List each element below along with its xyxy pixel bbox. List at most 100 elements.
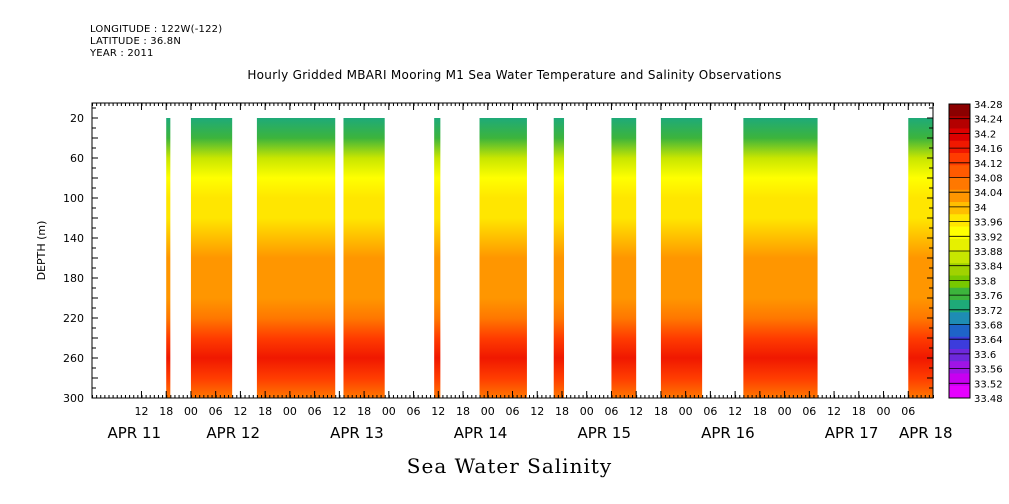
colorbar-label: 33.56 bbox=[974, 365, 1003, 376]
x-tick-label: 06 bbox=[703, 405, 717, 418]
y-tick-label: 20 bbox=[70, 112, 84, 125]
colorbar-label: 34.04 bbox=[974, 188, 1003, 199]
colorbar-swatch bbox=[949, 361, 970, 374]
longitude-label: LONGITUDE : 122W(-122) bbox=[90, 24, 223, 35]
x-tick-label: 00 bbox=[184, 405, 198, 418]
colorbar-label: 33.96 bbox=[974, 218, 1003, 229]
colorbar-swatch bbox=[949, 385, 970, 399]
date-label: APR 15 bbox=[577, 424, 631, 442]
colorbar-swatch bbox=[949, 116, 970, 129]
colorbar-swatch bbox=[949, 349, 970, 362]
metadata-block: LONGITUDE : 122W(-122) LATITUDE : 36.8N … bbox=[90, 24, 222, 60]
x-tick-label: 00 bbox=[877, 405, 891, 418]
colorbar-label: 34.08 bbox=[974, 174, 1003, 185]
colorbar-swatch bbox=[949, 104, 970, 117]
date-label: APR 18 bbox=[899, 424, 953, 442]
x-tick-label: 12 bbox=[728, 405, 742, 418]
x-tick-label: 06 bbox=[901, 405, 915, 418]
observation-segment bbox=[743, 118, 818, 398]
x-tick-label: 06 bbox=[308, 405, 322, 418]
y-tick-label: 60 bbox=[70, 152, 84, 165]
year-label: YEAR : 2011 bbox=[90, 48, 154, 59]
colorbar-label: 34.2 bbox=[974, 129, 996, 140]
x-tick-label: 00 bbox=[382, 405, 396, 418]
y-axis-label: DEPTH (m) bbox=[35, 221, 48, 281]
x-tick-label: 12 bbox=[332, 405, 346, 418]
colorbar-label: 34.12 bbox=[974, 159, 1003, 170]
x-tick-label: 12 bbox=[530, 405, 544, 418]
colorbar-label: 34.16 bbox=[974, 144, 1003, 155]
observation-segment bbox=[166, 118, 171, 398]
colorbar-swatch bbox=[949, 287, 970, 301]
observation-segment bbox=[343, 118, 385, 398]
observation-segment bbox=[434, 118, 441, 398]
colorbar-label: 34 bbox=[974, 203, 987, 214]
variable-name: Sea Water Salinity bbox=[406, 454, 613, 478]
x-tick-label: 12 bbox=[233, 405, 247, 418]
colorbar-swatch bbox=[949, 238, 970, 252]
colorbar-label: 34.28 bbox=[974, 100, 1003, 111]
x-tick-label: 18 bbox=[258, 405, 272, 418]
x-tick-label: 06 bbox=[209, 405, 223, 418]
y-tick-label: 140 bbox=[63, 232, 84, 245]
x-tick-label: 06 bbox=[604, 405, 618, 418]
colorbar-swatch bbox=[949, 128, 970, 142]
colorbar-label: 33.92 bbox=[974, 232, 1003, 243]
colorbar-label: 33.8 bbox=[974, 276, 996, 287]
colorbar-swatch bbox=[949, 373, 970, 387]
x-tick-label: 06 bbox=[407, 405, 421, 418]
y-tick-label: 220 bbox=[63, 312, 84, 325]
colorbar-label: 33.84 bbox=[974, 262, 1003, 273]
x-tick-label: 18 bbox=[159, 405, 173, 418]
colorbar-swatch bbox=[949, 177, 970, 191]
observation-segment bbox=[553, 118, 565, 398]
observation-segment bbox=[660, 118, 703, 398]
observation-segment bbox=[611, 118, 637, 398]
x-tick-label: 00 bbox=[580, 405, 594, 418]
date-label: APR 17 bbox=[825, 424, 879, 442]
x-tick-label: 12 bbox=[431, 405, 445, 418]
colorbar-swatch bbox=[949, 275, 970, 289]
colorbar-swatch bbox=[949, 189, 970, 203]
colorbar-label: 33.48 bbox=[974, 394, 1003, 405]
colorbar-swatch bbox=[949, 140, 970, 154]
x-tick-label: 12 bbox=[827, 405, 841, 418]
x-tick-label: 06 bbox=[506, 405, 520, 418]
y-tick-label: 100 bbox=[63, 192, 84, 205]
latitude-label: LATITUDE : 36.8N bbox=[90, 36, 182, 47]
colorbar-swatch bbox=[949, 312, 970, 325]
colorbar-label: 33.6 bbox=[974, 350, 996, 361]
y-tick-label: 300 bbox=[63, 392, 84, 405]
date-label: APR 11 bbox=[107, 424, 161, 442]
colorbar-label: 33.52 bbox=[974, 379, 1003, 390]
colorbar-swatch bbox=[949, 226, 970, 240]
colorbar-swatch bbox=[949, 263, 970, 276]
colorbar-swatch bbox=[949, 153, 970, 166]
x-tick-label: 12 bbox=[629, 405, 643, 418]
colorbar-label: 34.24 bbox=[974, 115, 1003, 126]
x-tick-label: 00 bbox=[481, 405, 495, 418]
colorbar-swatch bbox=[949, 202, 970, 215]
y-tick-label: 180 bbox=[63, 272, 84, 285]
colorbar-swatch bbox=[949, 336, 970, 350]
x-tick-label: 12 bbox=[134, 405, 148, 418]
observation-segment bbox=[479, 118, 527, 398]
y-tick-label: 260 bbox=[63, 352, 84, 365]
x-tick-label: 00 bbox=[679, 405, 693, 418]
colorbar-label: 33.72 bbox=[974, 306, 1003, 317]
x-tick-label: 18 bbox=[456, 405, 470, 418]
colorbar-label: 33.88 bbox=[974, 247, 1003, 258]
x-tick-label: 18 bbox=[654, 405, 668, 418]
date-label: APR 12 bbox=[206, 424, 260, 442]
observation-segment bbox=[256, 118, 336, 398]
x-tick-label: 18 bbox=[753, 405, 767, 418]
observation-segment bbox=[190, 118, 233, 398]
date-label: APR 16 bbox=[701, 424, 755, 442]
colorbar-swatch bbox=[949, 300, 970, 313]
colorbar-label: 33.76 bbox=[974, 291, 1003, 302]
chart-title: Hourly Gridded MBARI Mooring M1 Sea Wate… bbox=[247, 68, 782, 82]
x-tick-label: 18 bbox=[555, 405, 569, 418]
colorbar-swatch bbox=[949, 251, 970, 264]
colorbar-label: 33.68 bbox=[974, 321, 1003, 332]
x-tick-label: 00 bbox=[778, 405, 792, 418]
